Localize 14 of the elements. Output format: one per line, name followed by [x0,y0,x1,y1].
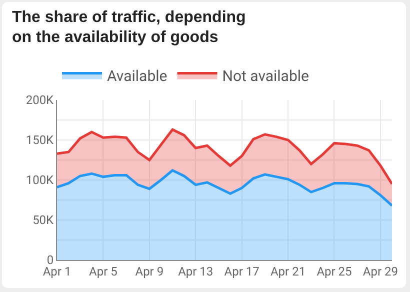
chart-title: The share of traffic, depending on the availability of goods [12,8,247,48]
x-tick-label: Apr 17 [224,264,260,278]
y-tick-label: 200K [26,93,54,108]
x-tick-label: Apr 13 [178,264,214,278]
x-tick-label: Apr 25 [316,264,352,278]
x-tick-label: Apr 9 [135,264,164,278]
x-tick-label: Apr 5 [89,264,118,278]
y-tick-label: 150K [26,133,54,148]
y-tick-label: 100K [26,173,54,188]
y-tick-label: 50K [32,213,54,228]
x-tick-label: Apr 29 [362,264,398,278]
legend-label: Not available [222,67,310,86]
x-tick-label: Apr 21 [270,264,306,278]
legend-label: Available [107,67,168,86]
